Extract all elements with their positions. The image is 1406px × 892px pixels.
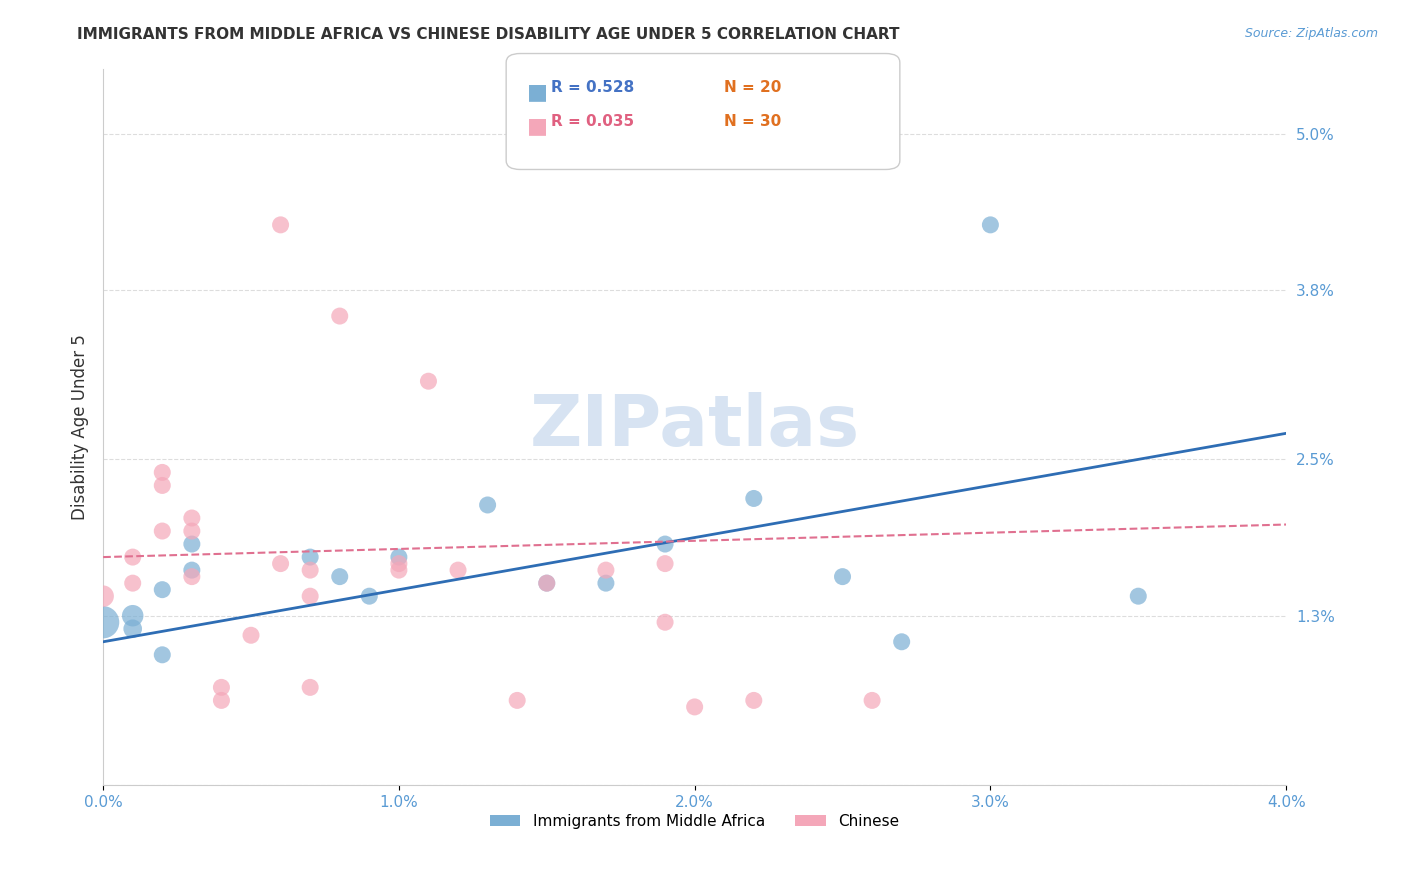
Point <box>388 550 411 565</box>
Point <box>329 569 352 583</box>
Text: Source: ZipAtlas.com: Source: ZipAtlas.com <box>1244 27 1378 40</box>
Point <box>180 511 202 525</box>
Point <box>270 557 292 571</box>
Point <box>121 576 143 591</box>
Point <box>329 309 352 323</box>
Point <box>477 498 499 512</box>
Point <box>388 563 411 577</box>
Point <box>150 524 173 538</box>
Point <box>180 569 202 583</box>
Point <box>299 550 322 565</box>
Point <box>418 374 440 388</box>
Point <box>536 576 558 591</box>
Point <box>91 615 114 630</box>
Point <box>121 550 143 565</box>
Point <box>299 589 322 603</box>
Point <box>180 563 202 577</box>
Point <box>299 681 322 695</box>
Point <box>209 681 232 695</box>
Point <box>240 628 263 642</box>
Point <box>180 537 202 551</box>
Point <box>683 700 706 714</box>
Point <box>270 218 292 232</box>
Point <box>388 557 411 571</box>
Point <box>447 563 470 577</box>
Point <box>654 557 676 571</box>
Point <box>359 589 381 603</box>
Point <box>890 634 912 648</box>
Text: N = 30: N = 30 <box>724 114 782 129</box>
Point <box>595 563 617 577</box>
Point <box>831 569 853 583</box>
Point <box>150 466 173 480</box>
Point <box>536 576 558 591</box>
Point <box>595 576 617 591</box>
Point <box>121 608 143 623</box>
Y-axis label: Disability Age Under 5: Disability Age Under 5 <box>72 334 89 520</box>
Point <box>150 648 173 662</box>
Point <box>299 563 322 577</box>
Point <box>654 615 676 630</box>
Point <box>979 218 1001 232</box>
Text: ■: ■ <box>527 116 548 136</box>
Point <box>209 693 232 707</box>
Point <box>654 537 676 551</box>
Text: IMMIGRANTS FROM MIDDLE AFRICA VS CHINESE DISABILITY AGE UNDER 5 CORRELATION CHAR: IMMIGRANTS FROM MIDDLE AFRICA VS CHINESE… <box>77 27 900 42</box>
Point <box>742 693 765 707</box>
Text: ZIPatlas: ZIPatlas <box>530 392 859 461</box>
Text: R = 0.035: R = 0.035 <box>551 114 634 129</box>
Point <box>860 693 883 707</box>
Text: ■: ■ <box>527 82 548 102</box>
Point <box>1128 589 1150 603</box>
Text: R = 0.528: R = 0.528 <box>551 80 634 95</box>
Point <box>121 622 143 636</box>
Point <box>91 589 114 603</box>
Text: N = 20: N = 20 <box>724 80 782 95</box>
Point <box>506 693 529 707</box>
Point <box>742 491 765 506</box>
Point <box>150 478 173 492</box>
Point <box>180 524 202 538</box>
Legend: Immigrants from Middle Africa, Chinese: Immigrants from Middle Africa, Chinese <box>484 807 905 835</box>
Point <box>150 582 173 597</box>
